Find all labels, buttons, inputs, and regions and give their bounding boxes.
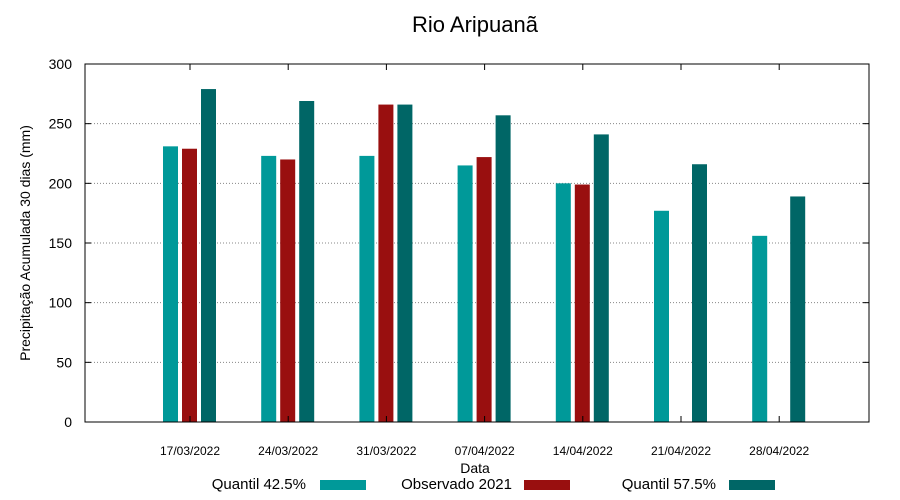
bar [574,184,590,422]
bar [397,104,413,422]
chart-title: Rio Aripuanã [412,12,539,37]
x-tick-label: 24/03/2022 [258,444,318,458]
bar [182,148,197,422]
legend: Quantil 42.5% Observado 2021 Quantil 57.5% [212,476,775,493]
bar [555,183,571,422]
legend-swatch [729,480,775,490]
bar [654,210,669,422]
legend-label: Quantil 57.5% [622,476,716,493]
legend-swatch [524,480,570,490]
bar [790,196,806,422]
bar [299,100,315,422]
y-tick-label: 100 [49,295,73,311]
x-tick-label: 31/03/2022 [356,444,416,458]
x-tick-label: 17/03/2022 [160,444,220,458]
x-tick-label: 07/04/2022 [455,444,515,458]
bar [378,104,394,422]
bar [261,155,277,423]
x-tick-label: 21/04/2022 [651,444,711,458]
y-tick-label: 250 [49,116,73,132]
x-tick-label: 14/04/2022 [553,444,613,458]
y-tick-label: 0 [64,414,72,430]
bars [163,89,806,423]
legend-label: Observado 2021 [401,476,512,493]
y-tick-label: 200 [49,175,73,191]
y-tick-label: 150 [49,235,73,251]
y-axis-label: Precipitação Acumulada 30 dias (mm) [17,125,33,361]
y-axis-ticks: 0 50 100 150 200 250 300 [49,56,869,430]
x-axis-label: Data [460,460,490,476]
bar [201,89,216,422]
bar [476,157,492,422]
legend-swatch [320,480,366,490]
y-tick-label: 50 [56,354,72,370]
bar [359,155,375,423]
y-tick-label: 300 [49,56,73,72]
x-axis-ticks: 17/03/2022 24/03/2022 31/03/2022 07/04/2022… [160,64,810,458]
bar [692,164,707,423]
bar [495,115,511,423]
bar [752,235,768,422]
x-tick-label: 28/04/2022 [749,444,809,458]
legend-label: Quantil 42.5% [212,476,306,493]
bar [457,165,473,422]
bar [163,146,178,422]
bar [280,159,296,422]
bar [593,134,609,422]
